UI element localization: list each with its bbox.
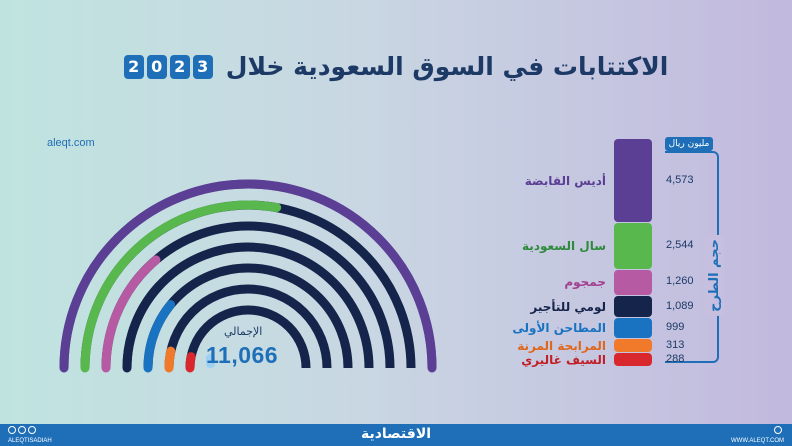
stack-segment [614, 139, 652, 223]
year-digit: 2 [123, 54, 144, 79]
instagram-icon[interactable] [8, 426, 16, 434]
year-digit: 2 [169, 54, 190, 79]
stack-category-label: السيف غاليري [521, 352, 606, 367]
site-url[interactable]: aleqt.com [47, 137, 95, 149]
globe-icon [774, 426, 782, 434]
stack-category-label: أديس القابضة [524, 173, 606, 188]
arc-track [164, 284, 332, 369]
arc-track [185, 305, 311, 369]
stack-value-label: 313 [666, 338, 685, 351]
unit-badge: مليون ريال [665, 137, 713, 151]
stack-value-label: 288 [666, 352, 685, 365]
year-digit: 0 [146, 54, 167, 79]
total-label: الإجمالي [224, 325, 263, 338]
title-text: الاكتتابات في السوق السعودية خلال [225, 52, 669, 81]
stack-value-label: 1,260 [666, 275, 694, 288]
stack-category-label: سال السعودية [522, 239, 606, 254]
stack-segment [614, 339, 652, 352]
arc-value [185, 352, 196, 373]
arc-track [59, 179, 437, 369]
footer-url[interactable]: WWW.ALEQT.COM [731, 438, 784, 444]
chart-title: الاكتتابات في السوق السعودية خلال 2 0 2 … [0, 52, 792, 81]
stack-segment [614, 295, 652, 318]
footer-web: WWW.ALEQT.COM [731, 424, 784, 445]
stack-segment [614, 318, 652, 338]
arc-value [143, 300, 176, 373]
stack-segment [614, 223, 652, 269]
stack-category-label: المرابحة المرنة [517, 338, 606, 353]
arc-value [101, 255, 161, 373]
stack-segment [614, 353, 652, 366]
stack-segment [614, 270, 652, 295]
stack-category-label: لومي للتأجير [530, 299, 606, 314]
stack-value-label: 2,544 [666, 239, 694, 252]
twitter-icon[interactable] [28, 426, 36, 434]
stack-value-label: 4,573 [666, 173, 694, 186]
total-value: 11,066 [206, 342, 279, 368]
arc-value [59, 179, 437, 373]
stack-value-label: 1,089 [666, 299, 694, 312]
year-digit: 3 [192, 54, 213, 79]
stack-category-label: جمجوم [564, 275, 606, 290]
stack-category-label: المطاحن الأولى [512, 321, 606, 336]
arc-value [122, 281, 164, 373]
stack-value-label: 999 [666, 321, 685, 334]
facebook-icon[interactable] [18, 426, 26, 434]
title-year: 2 0 2 3 [123, 54, 213, 79]
arc-value [80, 200, 282, 373]
footer: ALEQTISADIAH الاقتصادية WWW.ALEQT.COM [0, 424, 792, 446]
footer-social: ALEQTISADIAH [8, 424, 52, 445]
footer-brand: الاقتصادية [360, 426, 432, 442]
arc-inner-dot [206, 354, 215, 368]
footer-handle: ALEQTISADIAH [8, 438, 52, 444]
arc-value [164, 346, 176, 373]
